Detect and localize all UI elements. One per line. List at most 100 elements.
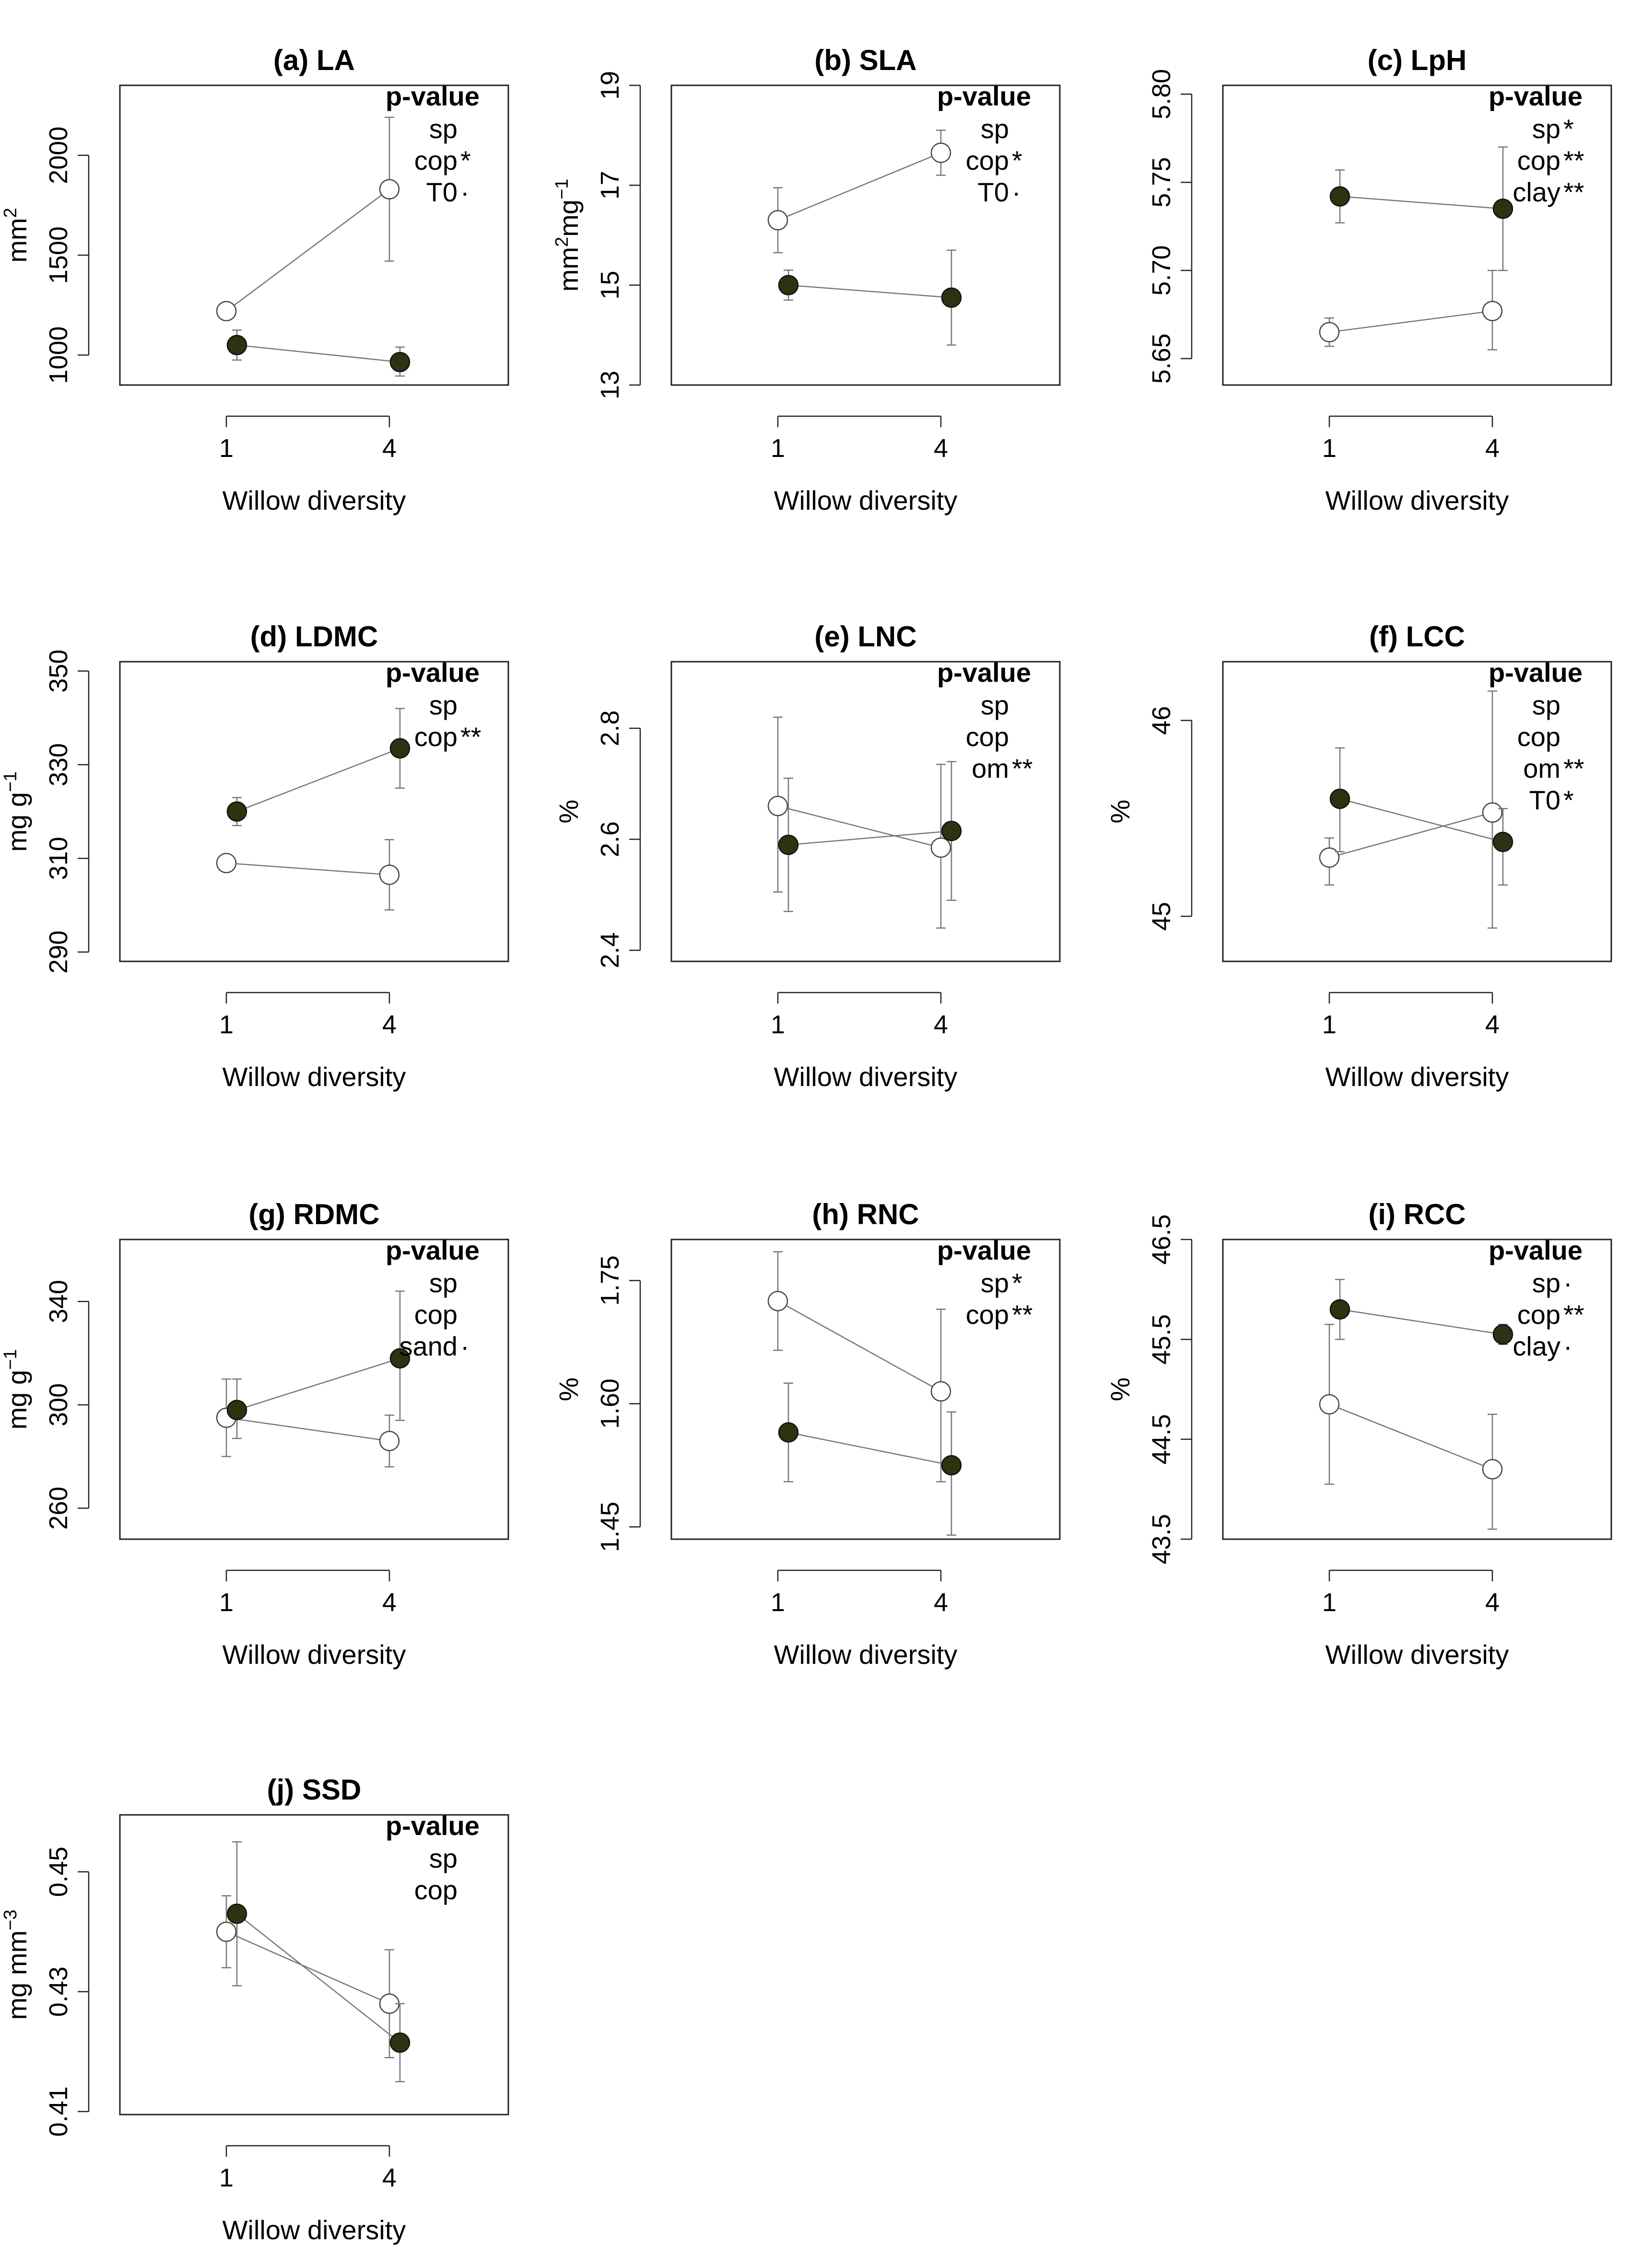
x-tick-label: 4 (382, 2163, 397, 2192)
annotation-term: om (1523, 753, 1560, 783)
open-point (930, 837, 951, 858)
annotation-term: sand (399, 1331, 457, 1361)
y-tick-label: 19 (596, 71, 624, 100)
x-axis-label: Willow diversity (223, 1062, 406, 1092)
x-tick-label: 1 (1322, 1588, 1337, 1617)
series-open (216, 1895, 400, 2058)
panel-title: (c) LpH (1368, 44, 1467, 76)
annotation-term: clay (1513, 1331, 1560, 1361)
annotation-term: sp (981, 114, 1009, 144)
series-open (767, 129, 951, 254)
y-axis: 290 310 330 350 (44, 649, 90, 974)
x-tick-label: 1 (771, 434, 785, 463)
y-tick-label: 0.43 (44, 1966, 73, 2017)
series-open (767, 1251, 951, 1483)
x-tick-label: 1 (1322, 1010, 1337, 1039)
filled-point (389, 738, 410, 759)
significance-mark: * (1563, 785, 1574, 815)
y-axis-label: % (553, 1378, 584, 1402)
x-tick-label: 1 (219, 2163, 234, 2192)
plot-frame (119, 661, 509, 962)
x-axis-label: Willow diversity (1325, 1639, 1509, 1670)
open-point (930, 142, 951, 163)
x-tick-label: 4 (382, 1588, 397, 1617)
x-axis-label: Willow diversity (1325, 1062, 1509, 1092)
panel-title: (d) LDMC (250, 620, 378, 653)
p-value-heading: p-value (937, 1235, 1031, 1265)
x-tick-label: 4 (1485, 434, 1500, 463)
panel-title: (f) LCC (1369, 620, 1465, 653)
significance-mark: · (1012, 177, 1021, 207)
y-tick-label: 46.5 (1147, 1214, 1176, 1264)
annotation-term: sp (981, 1268, 1009, 1298)
filled-point (941, 820, 962, 842)
series-filled (778, 1382, 962, 1536)
series-line (777, 805, 941, 848)
filled-point (941, 1455, 962, 1476)
y-axis-label: mg g−1 (0, 1349, 32, 1430)
series-line (1329, 1403, 1493, 1470)
x-tick-label: 4 (1485, 1588, 1500, 1617)
plot-frame (119, 84, 509, 386)
series-line (226, 1931, 390, 2004)
series-filled (226, 329, 410, 377)
p-value-heading: p-value (386, 657, 480, 688)
x-tick-label: 4 (1485, 1010, 1500, 1039)
x-tick-label: 1 (219, 434, 234, 463)
annotation-term: cop (966, 722, 1009, 752)
series-line (226, 1417, 390, 1442)
p-value-heading: p-value (386, 81, 480, 111)
series-open (216, 1378, 400, 1468)
y-axis-label: mm2mg−1 (552, 179, 584, 292)
y-axis: 45 46 (1147, 706, 1193, 931)
series-line (1329, 812, 1493, 858)
filled-point (226, 335, 247, 355)
plot-frame (1222, 661, 1612, 962)
x-tick-label: 4 (934, 1588, 948, 1617)
plot-frame (119, 1239, 509, 1540)
y-tick-label: 5.70 (1147, 245, 1176, 295)
series-line (236, 748, 400, 812)
p-value-heading: p-value (1489, 657, 1583, 688)
annotation-term: cop (414, 1299, 457, 1330)
panel-title: (a) LA (273, 44, 355, 76)
x-tick-label: 1 (219, 1588, 234, 1617)
series-line (788, 1432, 952, 1466)
significance-mark: · (1563, 1331, 1572, 1361)
annotation-term: sp (1532, 114, 1560, 144)
series-filled (1329, 747, 1513, 886)
filled-point (1329, 186, 1350, 207)
significance-mark: · (460, 177, 469, 207)
open-point (767, 1291, 788, 1311)
y-axis: 5.65 5.70 5.75 5.80 (1147, 69, 1193, 384)
y-axis: 260 300 340 (44, 1280, 90, 1530)
plot-frame (119, 1814, 509, 2116)
series-line (236, 1357, 400, 1411)
y-axis: 2.4 2.6 2.8 (596, 710, 641, 968)
filled-point (941, 287, 962, 308)
open-point (216, 853, 237, 874)
series-line (788, 284, 952, 298)
open-point (1319, 1394, 1340, 1415)
significance-mark: ** (1012, 753, 1033, 783)
significance-mark: ** (1563, 753, 1584, 783)
annotation-term: sp (429, 1268, 457, 1298)
p-value-heading: p-value (386, 1235, 480, 1265)
y-tick-label: 290 (44, 930, 73, 973)
p-value-heading: p-value (1489, 81, 1583, 111)
y-tick-label: 350 (44, 649, 73, 692)
series-filled (1329, 146, 1513, 271)
filled-point (778, 1422, 799, 1443)
